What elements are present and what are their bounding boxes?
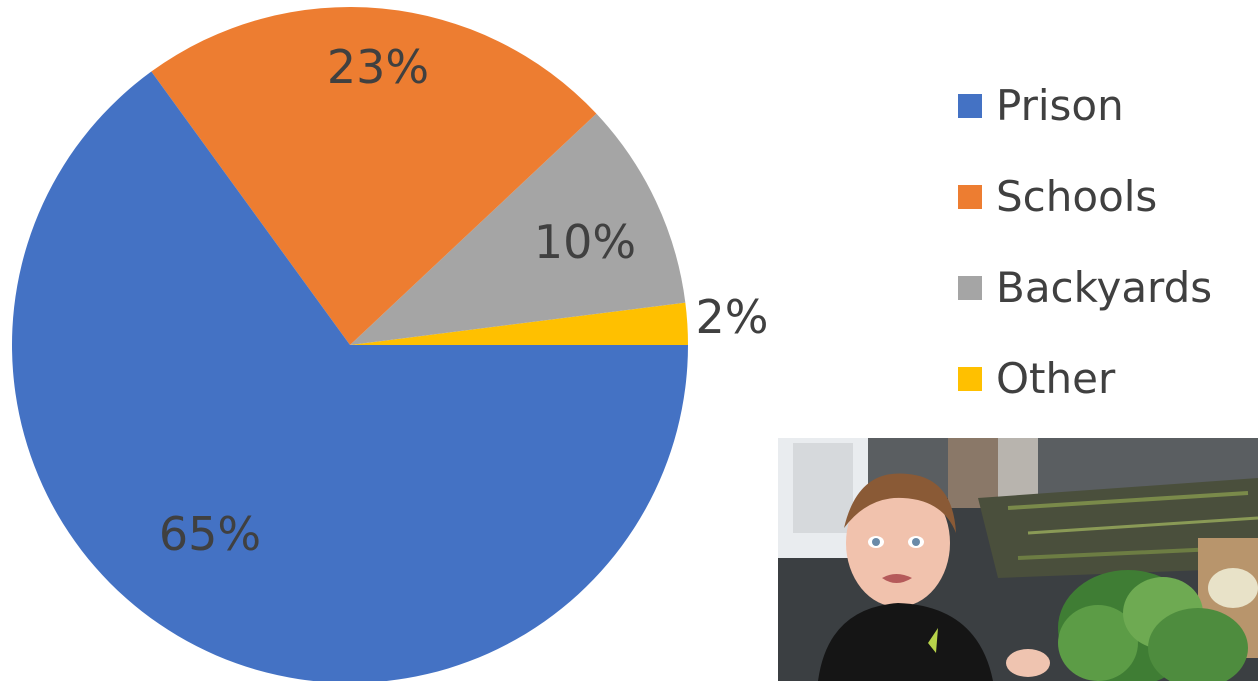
legend-swatch-other — [958, 366, 982, 391]
legend-swatch-backyards — [958, 275, 982, 300]
legend-item-schools: Schools — [958, 151, 1258, 242]
pie-slices — [12, 6, 688, 681]
legend-label-schools: Schools — [996, 172, 1158, 221]
data-label-schools: 23% — [327, 40, 429, 94]
legend-item-prison: Prison — [958, 60, 1258, 151]
legend-label-prison: Prison — [996, 81, 1124, 130]
pie-data-labels: 2% 10% 23% 65% — [159, 40, 769, 561]
child-with-vegetables-photo — [778, 438, 1258, 681]
data-label-prison: 65% — [159, 507, 261, 561]
pie-slice-backyards — [350, 113, 686, 345]
legend-item-other: Other — [958, 333, 1258, 424]
legend-swatch-schools — [958, 184, 982, 209]
legend-label-other: Other — [996, 354, 1116, 403]
legend-item-backyards: Backyards — [958, 242, 1258, 333]
data-label-other: 2% — [696, 290, 769, 344]
data-label-backyards: 10% — [534, 215, 636, 269]
legend-swatch-prison — [958, 93, 982, 118]
pie-slice-prison — [12, 71, 688, 681]
legend-label-backyards: Backyards — [996, 263, 1213, 312]
chart-legend: Prison Schools Backyards Other — [958, 60, 1258, 424]
pie-slice-schools — [151, 6, 597, 346]
pie-slice-other — [350, 302, 688, 345]
